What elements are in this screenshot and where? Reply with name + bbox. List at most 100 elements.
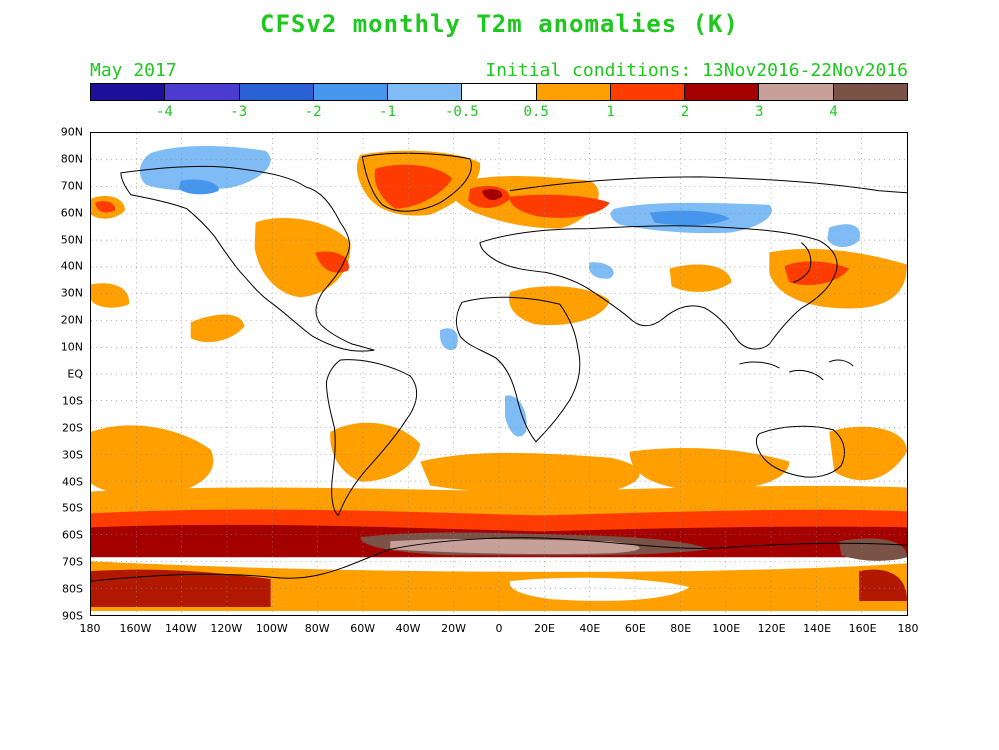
coast-australia [755, 425, 845, 478]
colorbar-swatch [833, 84, 907, 100]
longitude-label: 100W [255, 622, 288, 635]
warm-anomaly-central-asia [669, 264, 732, 292]
longitude-label: 20E [533, 622, 555, 635]
coast-north-america [120, 165, 375, 352]
longitude-label: 160E [848, 622, 877, 635]
warm-anomaly-antarctic-ring-tan [390, 539, 640, 555]
colorbar-swatch [239, 84, 314, 100]
colorbar-label: 0.5 [523, 104, 549, 120]
longitude-label: 40E [579, 622, 601, 635]
coast-japan [793, 242, 812, 283]
latitude-label: 40N [60, 259, 83, 273]
coast-greenland [361, 152, 472, 212]
longitude-label: 40W [395, 622, 421, 635]
latitude-label: 60N [60, 206, 83, 220]
cold-anomaly-south-atlantic [504, 395, 527, 437]
colorbar-swatch [91, 84, 166, 100]
warm-anomaly-east-antarctica-red [859, 569, 907, 602]
colorbar-swatch [536, 84, 611, 100]
warm-anomaly-norway-core [482, 189, 503, 201]
latitude-label: 90N [60, 125, 83, 139]
cold-anomaly-north-pacific-arctic [139, 145, 271, 191]
colorbar-swatch [388, 84, 463, 100]
longitude-label: 60W [350, 622, 376, 635]
cold-anomaly-siberia-core [649, 210, 730, 226]
colorbar-label: 4 [829, 104, 838, 120]
initial-conditions: Initial conditions: 13Nov2016-22Nov2016 [485, 60, 908, 81]
colorbar-label: 3 [755, 104, 764, 120]
colorbar-label: -1 [379, 104, 396, 120]
longitude-label: 140W [164, 622, 197, 635]
longitude-label: 120W [210, 622, 243, 635]
longitude-label: 60E [624, 622, 646, 635]
latitude-label: 70S [62, 555, 83, 569]
warm-anomaly-east-pacific [91, 283, 130, 308]
longitude-label: 180 [897, 622, 919, 635]
longitude-label: 80E [670, 622, 692, 635]
longitude-label: 20W [441, 622, 466, 635]
cold-anomaly-mongolia [588, 262, 614, 279]
latitude-label: 10N [60, 340, 83, 354]
latitude-label: 10S [62, 394, 83, 408]
neutral-antarctica-white [509, 577, 690, 601]
warm-anomaly-south-pacific-west [829, 426, 907, 481]
latitude-label: 20S [62, 421, 83, 435]
cold-anomaly-east-asia [827, 224, 861, 248]
warm-anomaly-south-america-east [330, 422, 421, 482]
anomaly-map [90, 132, 908, 616]
longitude-label: 0 [495, 622, 503, 635]
coast-antarctica [91, 537, 907, 582]
latitude-label: 20N [60, 313, 83, 327]
warm-anomaly-indian-ocean [629, 448, 790, 492]
colorbar-label: -0.5 [444, 104, 479, 120]
cold-anomaly-west-africa [439, 328, 458, 351]
coast-maritime-continent [739, 359, 854, 381]
latitude-label: 70N [60, 179, 83, 193]
warm-anomaly-north-america [254, 218, 351, 298]
latitude-label: 90S [62, 609, 83, 623]
latitude-label: 80N [60, 152, 83, 166]
coast-south-america [325, 359, 417, 517]
colorbar-swatch [685, 84, 760, 100]
longitude-label: 120E [757, 622, 786, 635]
coast-eurasia [479, 225, 838, 350]
coastlines [91, 152, 907, 582]
latitude-label: 30S [62, 448, 83, 462]
warm-anomaly-greenland-core [374, 164, 453, 209]
colorbar-label: 2 [680, 104, 690, 120]
longitude-label: 80W [304, 622, 330, 635]
coast-northern-eurasia [509, 176, 907, 194]
colorbar-label: -2 [304, 104, 322, 120]
colorbar-swatch [165, 84, 240, 100]
coast-africa [456, 296, 581, 443]
longitude-label: 100E [712, 622, 741, 635]
warm-anomaly-middle-east [509, 286, 610, 326]
longitude-label: 160W [119, 622, 152, 635]
latitude-label: 40S [62, 475, 83, 489]
latitude-label: 30N [60, 286, 83, 300]
colorbar [90, 83, 908, 101]
valid-month: May 2017 [90, 60, 177, 81]
lat-lon-grid [91, 133, 907, 615]
warm-anomaly-south-pacific [91, 425, 214, 496]
warm-anomaly-south-atlantic-band [420, 452, 640, 495]
colorbar-label: 1 [606, 104, 615, 120]
warm-anomaly-subtropical-pacific [190, 314, 245, 343]
cold-anomaly-alaska [178, 179, 219, 195]
warm-anomaly-north-europe [509, 194, 610, 218]
latitude-label: 80S [62, 582, 83, 596]
warm-anomaly-alaska-core [94, 201, 116, 213]
colorbar-label: -3 [230, 104, 248, 120]
latitude-label: EQ [67, 367, 83, 381]
latitude-label: 50N [60, 233, 83, 247]
map-title: CFSv2 monthly T2m anomalies (K) [260, 10, 739, 38]
longitude-label: 180 [79, 622, 101, 635]
colorbar-label: -4 [155, 104, 173, 120]
latitude-label: 50S [62, 501, 83, 515]
colorbar-swatch [313, 84, 389, 100]
colorbar-swatch [759, 84, 834, 100]
latitude-label: 60S [62, 528, 83, 542]
colorbar-swatch [610, 84, 686, 100]
colorbar-swatch [462, 84, 537, 100]
longitude-label: 140E [803, 622, 832, 635]
